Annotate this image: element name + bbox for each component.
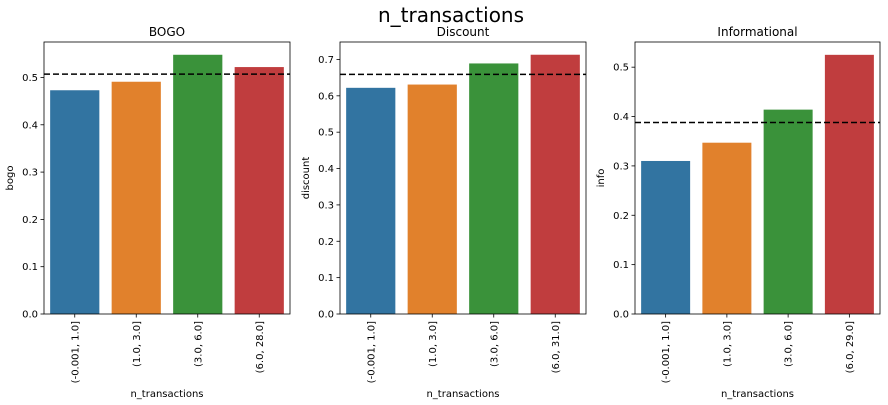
bar bbox=[234, 67, 284, 314]
y-tick-label: 0.0 bbox=[22, 310, 38, 321]
bar bbox=[469, 63, 519, 315]
bar bbox=[702, 142, 752, 314]
bar bbox=[50, 90, 100, 314]
x-tick-label: (-0.001, 1.0] bbox=[70, 321, 81, 383]
subplot-2: 0.0 0.1 0.2 0.3 0.4 0.5 0.6 0.7 (-0.001, 1.0] (1.… bbox=[301, 25, 587, 400]
y-tick-label: 0.3 bbox=[22, 168, 38, 179]
x-tick-label: (-0.001, 1.0] bbox=[661, 321, 672, 383]
y-axis-label: discount bbox=[301, 157, 312, 200]
x-tick-label: (1.0, 3.0] bbox=[722, 321, 733, 367]
y-tick-label: 0.1 bbox=[318, 273, 334, 284]
bar bbox=[763, 109, 813, 314]
y-tick-label: 0.0 bbox=[318, 310, 334, 321]
subplot-title: Discount bbox=[437, 25, 490, 39]
bar bbox=[824, 54, 874, 314]
x-tick-label: (6.0, 31.0] bbox=[551, 321, 562, 373]
figure-title: n_transactions bbox=[378, 3, 524, 27]
y-tick-label: 0.1 bbox=[613, 260, 629, 271]
x-tick-label: (-0.001, 1.0] bbox=[366, 321, 377, 383]
x-tick-label: (3.0, 6.0] bbox=[489, 321, 500, 367]
subplot-title: BOGO bbox=[149, 25, 185, 39]
x-tick-label: (1.0, 3.0] bbox=[132, 321, 143, 367]
y-tick-label: 0.4 bbox=[318, 164, 334, 175]
y-axis-label: bogo bbox=[5, 166, 16, 191]
y-axis-label: info bbox=[596, 169, 607, 188]
y-tick-label: 0.2 bbox=[22, 215, 38, 226]
x-tick-label: (6.0, 29.0] bbox=[845, 321, 856, 373]
y-tick-label: 0.3 bbox=[613, 161, 629, 172]
axes-frame bbox=[634, 41, 881, 315]
y-tick-label: 0.7 bbox=[318, 55, 334, 66]
bar bbox=[346, 87, 396, 314]
y-tick-label: 0.2 bbox=[613, 211, 629, 222]
x-tick-label: (6.0, 28.0] bbox=[255, 321, 266, 373]
y-tick-label: 0.2 bbox=[318, 237, 334, 248]
y-tick-label: 0.6 bbox=[318, 91, 334, 102]
bar bbox=[111, 81, 161, 315]
y-tick-label: 0.0 bbox=[613, 310, 629, 321]
axes-frame bbox=[43, 41, 291, 315]
bar bbox=[530, 54, 580, 314]
x-tick-label: (1.0, 3.0] bbox=[428, 321, 439, 367]
y-tick-label: 0.5 bbox=[318, 128, 334, 139]
x-axis-label: n_transactions bbox=[426, 389, 499, 400]
bar bbox=[641, 160, 691, 314]
y-tick-label: 0.4 bbox=[22, 120, 38, 131]
x-tick-label: (3.0, 6.0] bbox=[784, 321, 795, 367]
subplot-1: 0.0 0.1 0.2 0.3 0.4 0.5 (-0.001, 1.0] (1.0, 3.0… bbox=[5, 25, 291, 400]
y-tick-label: 0.5 bbox=[613, 63, 629, 74]
subplot-3: 0.0 0.1 0.2 0.3 0.4 0.5 (-0.001, 1.0] (1.0, 3.0… bbox=[596, 25, 881, 400]
y-tick-label: 0.1 bbox=[22, 262, 38, 273]
bar bbox=[407, 84, 457, 314]
x-tick-label: (3.0, 6.0] bbox=[193, 321, 204, 367]
x-axis-label: n_transactions bbox=[130, 389, 203, 400]
x-axis-label: n_transactions bbox=[721, 389, 794, 400]
y-tick-label: 0.5 bbox=[22, 73, 38, 84]
axes-frame bbox=[339, 41, 587, 315]
subplot-title: Informational bbox=[717, 25, 797, 39]
y-tick-label: 0.3 bbox=[318, 200, 334, 211]
bar bbox=[173, 54, 223, 315]
y-tick-label: 0.4 bbox=[613, 112, 629, 123]
